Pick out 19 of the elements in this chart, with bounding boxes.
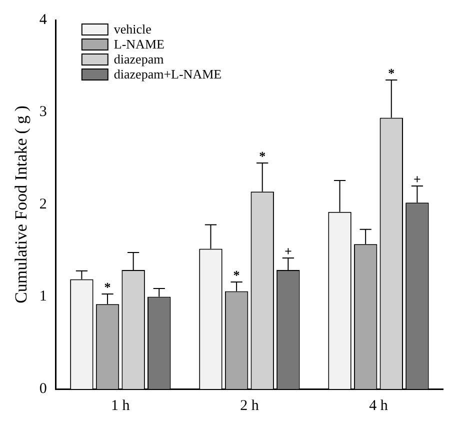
annotation: * <box>104 279 111 294</box>
legend-label: diazepam+L-NAME <box>114 66 222 82</box>
annotation: + <box>413 171 421 186</box>
annotation: * <box>388 65 395 80</box>
annotation: * <box>233 267 240 282</box>
legend-label: vehicle <box>114 21 152 36</box>
y-tick-label: 1 <box>39 288 47 305</box>
y-tick-label: 3 <box>39 104 47 120</box>
annotation: + <box>284 243 292 258</box>
legend-label: L-NAME <box>114 36 165 52</box>
y-tick-label: 2 <box>39 196 47 212</box>
y-tick-label: 4 <box>39 12 48 28</box>
y-tick-label: 0 <box>39 380 47 397</box>
x-tick-label: 4 h <box>369 398 388 414</box>
x-tick-label: 2 h <box>240 398 260 414</box>
x-tick-label: 1 h <box>111 398 130 414</box>
y-axis-title: Cumulative Food Intake ( g ) <box>12 106 31 304</box>
annotation: * <box>259 148 266 164</box>
legend-label: diazepam <box>114 51 164 66</box>
